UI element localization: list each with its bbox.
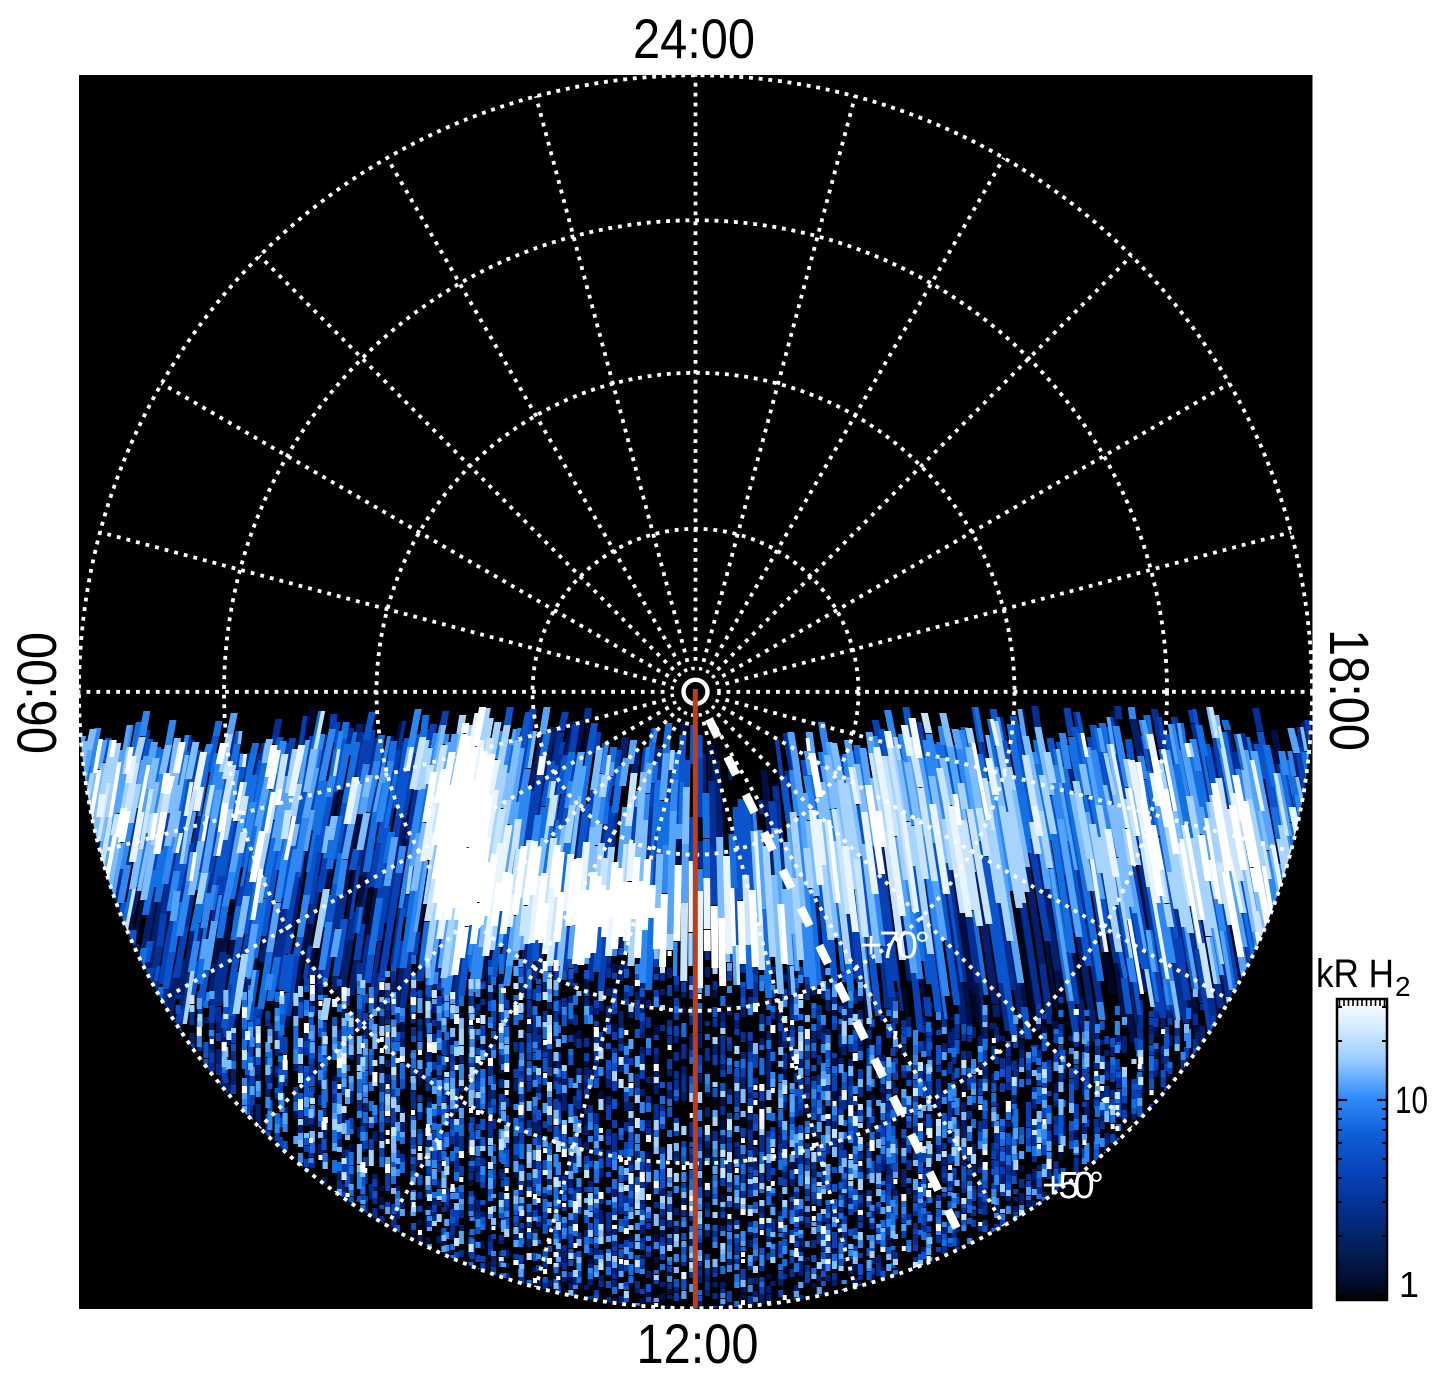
svg-text:kR H: kR H	[1316, 952, 1394, 996]
svg-text:2: 2	[1395, 971, 1411, 1002]
svg-text:+50°: +50°	[1042, 1165, 1104, 1207]
svg-text:24:00: 24:00	[633, 7, 755, 70]
svg-text:+70°: +70°	[860, 925, 930, 967]
svg-text:12:00: 12:00	[637, 1312, 759, 1375]
svg-text:10: 10	[1395, 1080, 1428, 1122]
svg-text:18:00: 18:00	[1318, 629, 1381, 751]
svg-text:06:00: 06:00	[5, 632, 68, 754]
svg-text:1: 1	[1399, 1264, 1419, 1305]
